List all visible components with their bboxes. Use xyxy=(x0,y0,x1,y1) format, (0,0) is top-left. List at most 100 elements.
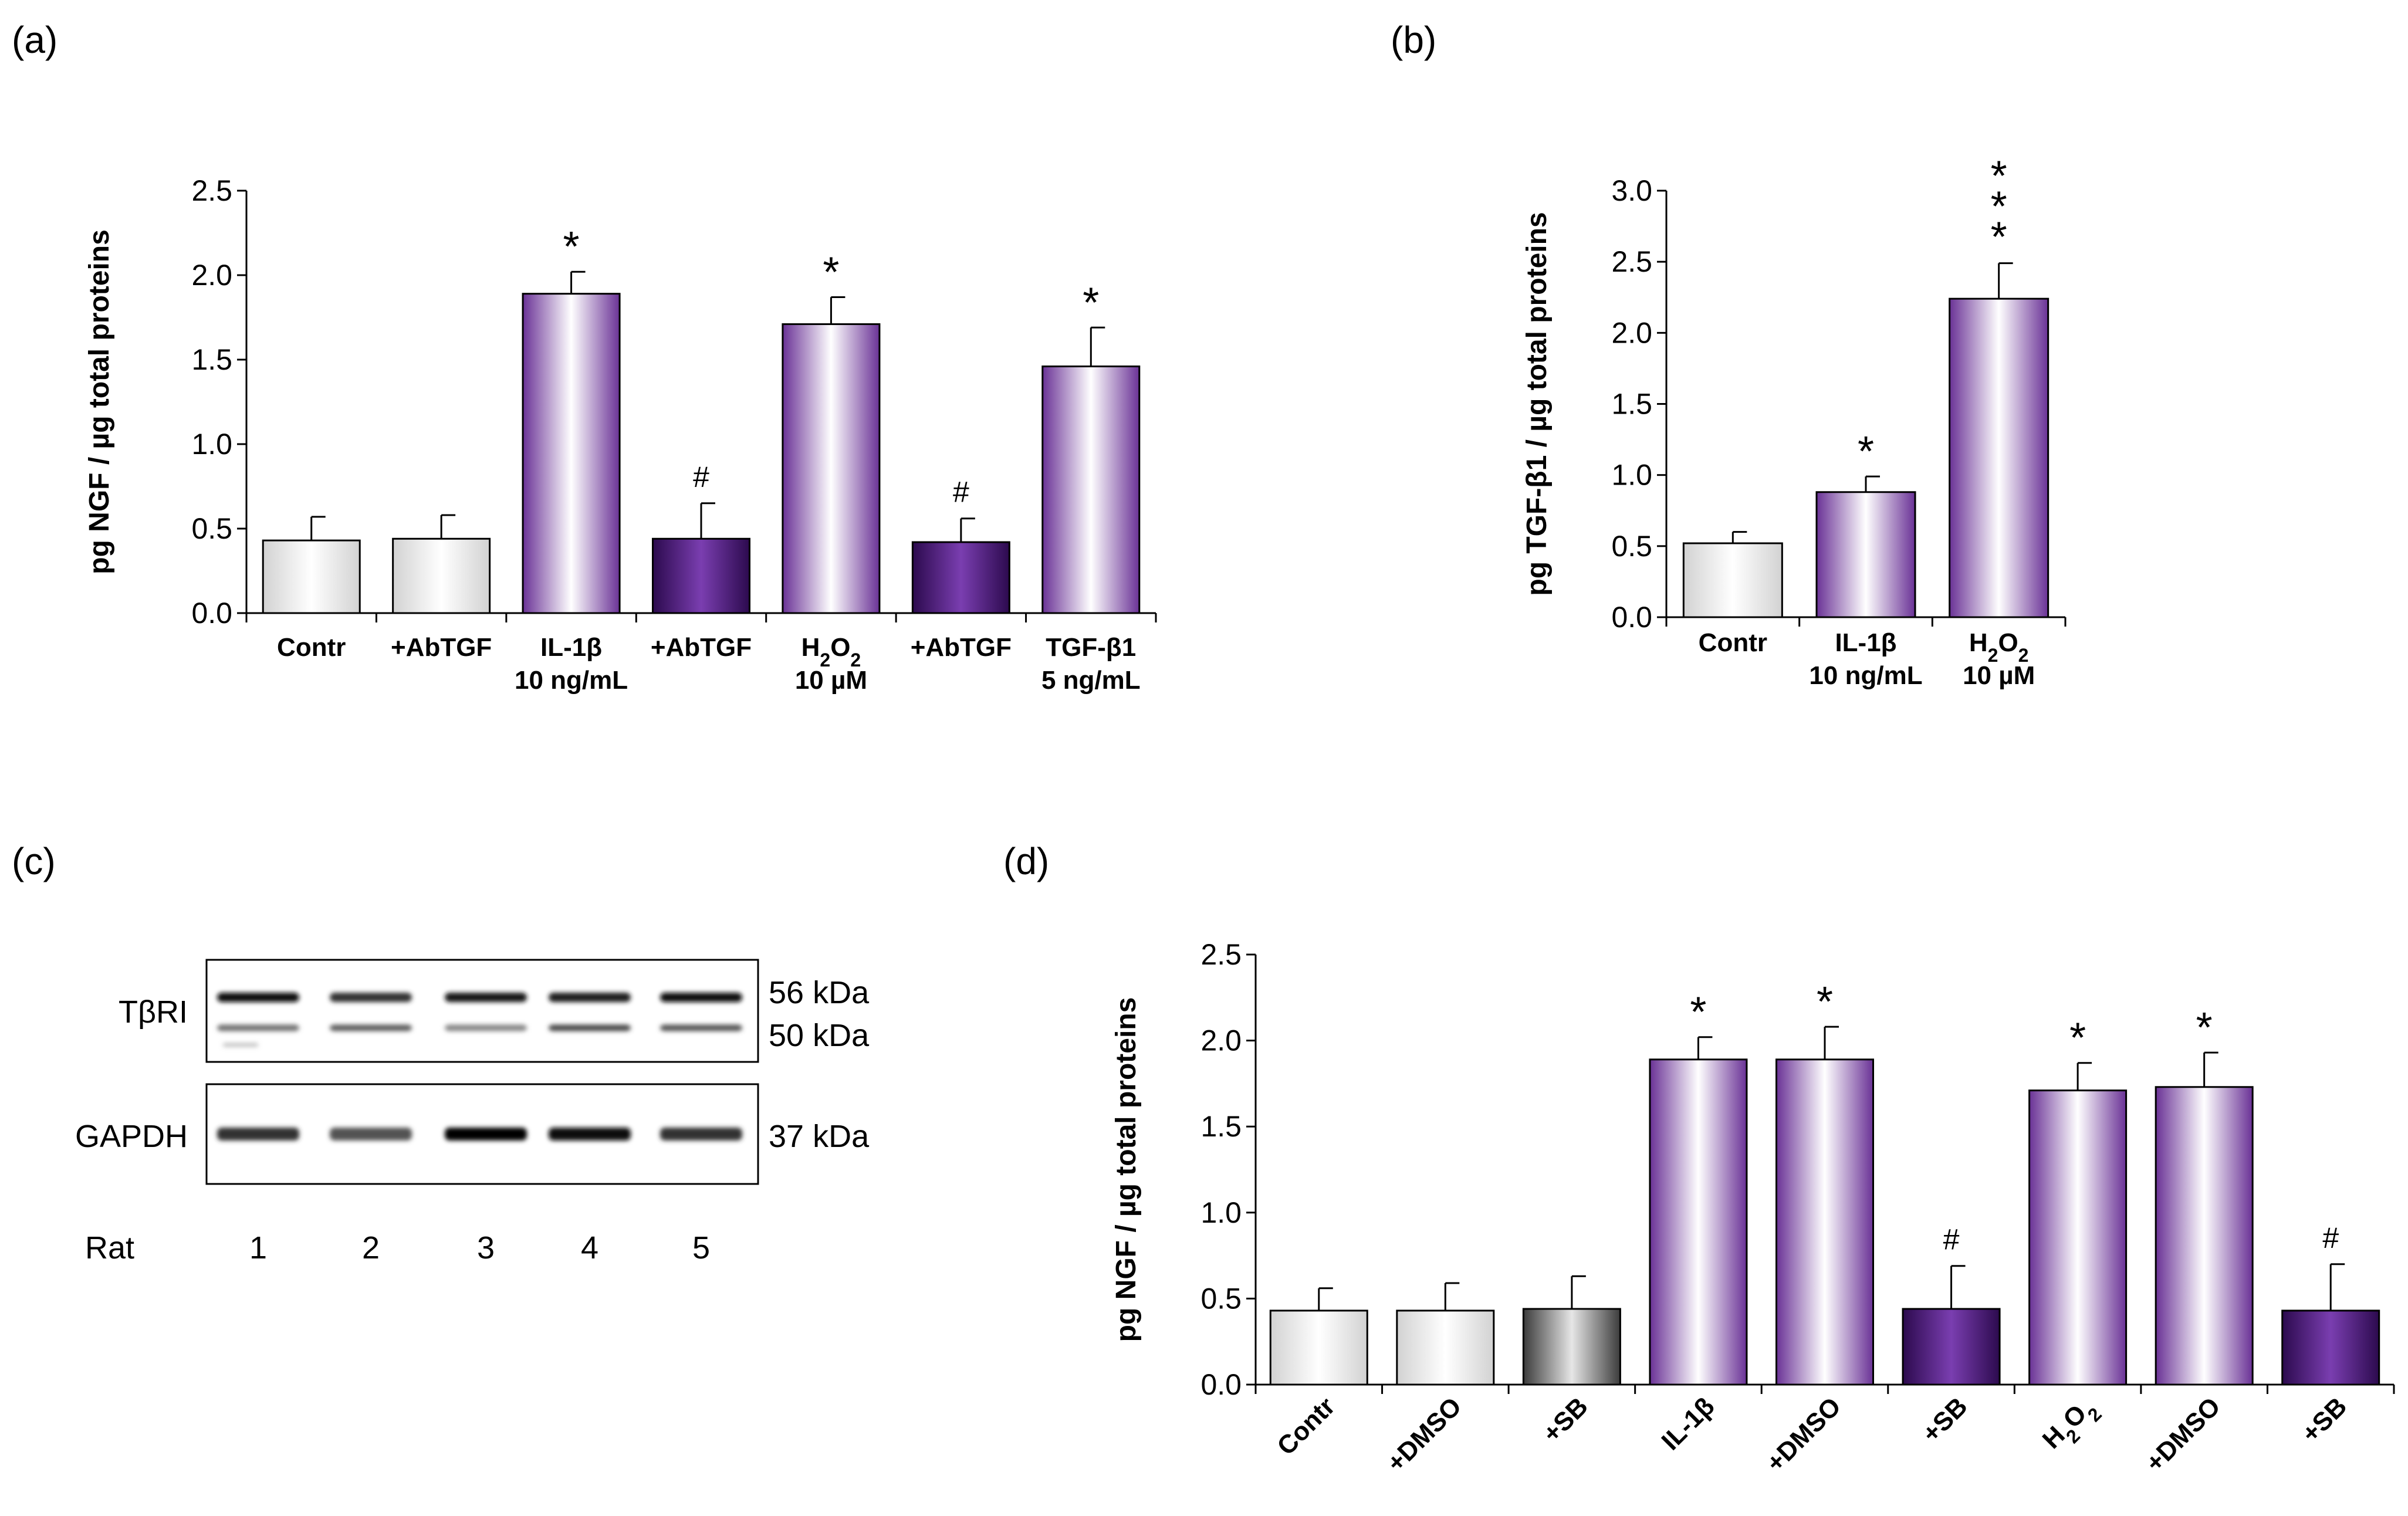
significance-mark: * xyxy=(2069,1015,2086,1062)
bar xyxy=(262,539,361,614)
blot-row-label-tbri: TβRI xyxy=(119,994,188,1030)
bar xyxy=(2028,1089,2128,1386)
bar xyxy=(1522,1308,1621,1386)
blot-band xyxy=(445,1024,527,1031)
y-tick-label: 2.5 xyxy=(1200,938,1242,971)
x-category-label: +DMSO xyxy=(1381,1392,1467,1477)
x-category-label: 5 ng/mL xyxy=(1041,666,1141,695)
chart-a: 0.0 0.5 1.0 1.5 2.0 2.5 pg NGF / µg total prot… xyxy=(84,174,1157,695)
bar xyxy=(2281,1309,2380,1386)
significance-mark: * xyxy=(563,224,580,270)
significance-mark: * xyxy=(1690,989,1706,1036)
x-category-label: +SB xyxy=(1917,1392,1973,1448)
x-category-label: Contr xyxy=(277,633,346,662)
x-category-label: +AbTGF xyxy=(391,633,492,662)
x-category-label: IL-1β xyxy=(1835,628,1896,657)
bar xyxy=(1041,366,1141,614)
significance-mark: * xyxy=(1991,153,2007,200)
x-category-label: H2O2 xyxy=(1969,628,2029,666)
significance-mark: # xyxy=(1943,1223,1960,1256)
bar xyxy=(1815,491,1916,618)
panel-label-b: (b) xyxy=(1391,19,1436,61)
blot-kda-56: 56 kDa xyxy=(769,975,870,1010)
blot-band xyxy=(330,993,412,1002)
y-tick-label: 1.5 xyxy=(191,343,232,376)
blot-band xyxy=(549,993,631,1002)
y-tick-label: 2.0 xyxy=(1611,316,1652,349)
blot-band xyxy=(549,1128,631,1141)
blot-band xyxy=(330,1024,412,1031)
blot-lane-numbers: 1 2 3 4 5 xyxy=(249,1230,710,1265)
significance-mark: * xyxy=(1858,428,1874,475)
blot-kda-50: 50 kDa xyxy=(769,1018,870,1053)
bar xyxy=(782,323,881,614)
y-tick-label: 0.0 xyxy=(1200,1368,1242,1401)
x-category-label: 10 µM xyxy=(1963,661,2035,690)
blot-lane-number: 1 xyxy=(249,1230,267,1265)
y-tick-label: 0.5 xyxy=(1611,530,1652,563)
y-tick-label: 0.5 xyxy=(191,512,232,545)
y-tick-label: 1.0 xyxy=(1611,459,1652,492)
significance-mark: * xyxy=(1991,184,2007,231)
y-tick-label: 2.0 xyxy=(191,259,232,292)
significance-mark: # xyxy=(693,461,709,493)
panel-label-d: (d) xyxy=(1003,840,1049,882)
y-axis-title: pg TGF-β1 / µg total proteins xyxy=(1521,212,1553,595)
blot-band xyxy=(330,1128,412,1141)
x-category-label: Contr xyxy=(1271,1392,1341,1461)
blot-band xyxy=(217,993,299,1002)
blot-band xyxy=(217,1128,299,1141)
significance-mark: * xyxy=(2196,1004,2213,1051)
x-category-label: IL-1β xyxy=(1656,1392,1720,1456)
bar xyxy=(1775,1058,1874,1386)
bar xyxy=(1682,542,1783,618)
y-tick-label: 2.0 xyxy=(1200,1024,1242,1057)
x-category-label: +SB xyxy=(1537,1392,1594,1448)
blot-band xyxy=(549,1024,631,1031)
blot-lane-number: 4 xyxy=(581,1230,598,1265)
x-category-label: +SB xyxy=(2296,1392,2352,1448)
x-category-label: 10 ng/mL xyxy=(1809,661,1922,690)
y-tick-label: 0.0 xyxy=(191,597,232,630)
significance-mark: # xyxy=(953,476,969,509)
blot-lane-number: 2 xyxy=(362,1230,380,1265)
y-axis-title: pg NGF / µg total proteins xyxy=(1111,997,1142,1342)
y-tick-label: 0.0 xyxy=(1611,601,1652,634)
blot-lane-number: 3 xyxy=(477,1230,495,1265)
blot-row-label-gapdh: GAPDH xyxy=(75,1119,188,1154)
y-tick-label: 3.0 xyxy=(1611,174,1652,207)
bar xyxy=(1949,297,2049,618)
blot-smear xyxy=(223,1043,258,1047)
bar xyxy=(1269,1309,1368,1386)
bar xyxy=(652,537,750,614)
blot-band xyxy=(660,1024,742,1031)
y-axis-title: pg NGF / µg total proteins xyxy=(84,229,115,574)
chart-d: 0.0 0.5 1.0 1.5 2.0 2.5 pg NGF / µg total prot… xyxy=(1111,938,2395,1478)
chart-b: 0.0 0.5 1.0 1.5 2.0 2.5 3.0 pg TGF-β1 / µg tota… xyxy=(1521,153,2067,690)
y-tick-label: 1.0 xyxy=(1200,1196,1242,1229)
bar xyxy=(2155,1086,2254,1386)
x-category-label: 10 µM xyxy=(795,666,867,695)
x-category-label: 10 ng/mL xyxy=(515,666,628,695)
blot-band xyxy=(217,1024,299,1031)
panel-label-c: (c) xyxy=(12,840,56,882)
x-category-label: H2O2 xyxy=(801,633,861,671)
bar xyxy=(911,541,1010,614)
x-category-label: +AbTGF xyxy=(911,633,1012,662)
bar xyxy=(392,537,491,614)
x-category-label: +DMSO xyxy=(2140,1392,2226,1477)
bar xyxy=(1396,1309,1495,1386)
x-category-label: +AbTGF xyxy=(651,633,752,662)
x-category-label: H2O2 xyxy=(2037,1392,2106,1460)
blot-bands xyxy=(217,993,742,1141)
bar xyxy=(522,293,621,614)
blot-band xyxy=(445,993,527,1002)
bar xyxy=(1649,1058,1748,1386)
y-tick-label: 2.5 xyxy=(191,174,232,207)
x-category-label: +DMSO xyxy=(1761,1392,1846,1477)
blot-kda-37: 37 kDa xyxy=(769,1119,870,1154)
x-category-label: IL-1β xyxy=(540,633,602,662)
x-category-label: TGF-β1 xyxy=(1046,633,1136,662)
x-category-label: Contr xyxy=(1699,628,1767,657)
